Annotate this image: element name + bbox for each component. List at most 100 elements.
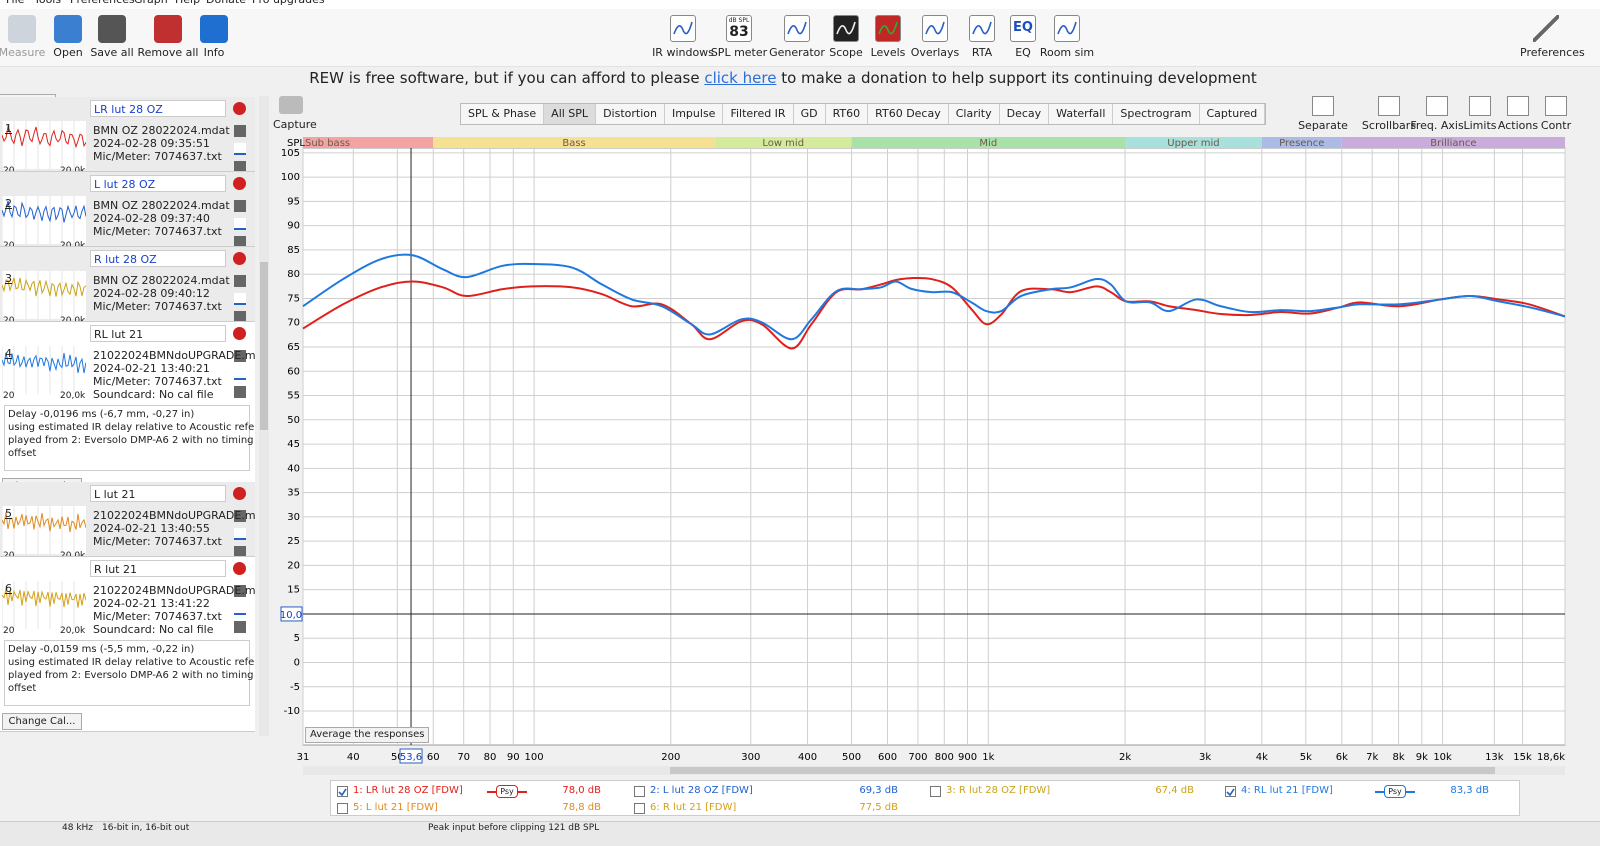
tool-icon[interactable] [922,15,948,42]
menu-item[interactable]: Help [175,0,200,6]
graph-tool-icon[interactable] [1378,96,1400,116]
tool-label[interactable]: Room sim [1039,46,1095,59]
graph-tool-icon[interactable] [1426,96,1448,116]
legend-name[interactable]: 1: LR lut 28 OZ [FDW] [353,785,463,796]
tool-label[interactable]: Generator [769,46,825,59]
tool-label[interactable]: Overlays [910,46,960,59]
tool-label[interactable]: Remove all [137,46,199,59]
thumbnail[interactable] [2,121,86,169]
measurement-name[interactable]: R lut 21 [90,560,226,577]
entry-icon[interactable] [234,528,246,540]
entry-icon[interactable] [234,350,246,362]
tool-label[interactable]: SPL meter [710,46,768,59]
tab[interactable]: GD [794,104,826,124]
tab[interactable]: Spectrogram [1113,104,1200,124]
menu-item[interactable]: Graph [134,0,168,6]
thumbnail[interactable] [2,581,86,629]
entry-icon[interactable] [234,603,246,615]
tab[interactable]: Captured [1200,104,1266,124]
entry-icon[interactable] [234,293,246,305]
tool-icon[interactable]: dB SPL 83 [726,15,752,42]
tool-icon[interactable] [98,15,126,43]
measurement-name[interactable]: LR lut 28 OZ [90,100,226,117]
tool-label[interactable]: Save all [90,46,134,59]
tool-icon[interactable] [154,15,182,43]
entry-icon[interactable] [234,621,246,633]
tool-icon[interactable] [1533,15,1559,42]
donation-link[interactable]: click here [704,69,777,87]
tab[interactable]: RT60 [826,104,869,124]
graph-tool-icon[interactable] [1469,96,1491,116]
measurement-name[interactable]: R lut 28 OZ [90,250,226,267]
remove-icon[interactable] [233,102,246,115]
remove-icon[interactable] [233,327,246,340]
legend-name[interactable]: 6: R lut 21 [FDW] [650,802,737,813]
entry-icon[interactable] [234,368,246,380]
smoothing-badge[interactable]: Psy [1384,785,1406,798]
entry-icon[interactable] [234,275,246,287]
entry-icon[interactable] [234,585,246,597]
menu-item[interactable]: Donate [206,0,246,6]
tab[interactable]: Waterfall [1049,104,1114,124]
menu-item[interactable]: Tools [34,0,61,6]
menu-item[interactable]: Preferences [70,0,135,6]
graph-tool-icon[interactable] [1545,96,1567,116]
tool-label[interactable]: Preferences [1520,46,1585,59]
graph-tool-label[interactable]: Scrollbars [1361,119,1417,132]
graph-tool-icon[interactable] [1312,96,1334,116]
smoothing-badge[interactable]: Psy [496,785,518,798]
tab[interactable]: All SPL [544,104,597,124]
measurement-name[interactable]: L lut 21 [90,485,226,502]
tool-label[interactable]: Levels [870,46,906,59]
entry-icon[interactable] [234,311,246,321]
legend-name[interactable]: 3: R lut 28 OZ [FDW] [946,785,1051,796]
remove-icon[interactable] [233,177,246,190]
graph-tool-label[interactable]: Separate [1298,119,1348,132]
graph-tool-label[interactable]: Freq. Axis [1410,119,1464,132]
menu-item[interactable]: File [6,0,24,6]
tool-label[interactable]: Info [203,46,225,59]
tab[interactable]: Filtered IR [723,104,794,124]
tool-icon[interactable]: EQ [1010,15,1036,42]
graph-tool-label[interactable]: Actions [1497,119,1539,132]
remove-icon[interactable] [233,562,246,575]
legend-checkbox[interactable] [634,803,645,814]
thumbnail[interactable] [2,506,86,554]
tool-label[interactable]: EQ [1015,46,1031,59]
legend-checkbox[interactable] [1225,786,1236,797]
tool-icon[interactable] [670,15,696,42]
tab[interactable]: SPL & Phase [461,104,545,124]
entry-icon[interactable] [234,143,246,155]
legend-name[interactable]: 5: L lut 21 [FDW] [353,802,438,813]
graph-scroll-thumb[interactable] [670,767,1495,774]
legend-checkbox[interactable] [930,786,941,797]
remove-icon[interactable] [233,487,246,500]
entry-icon[interactable] [234,510,246,522]
legend-name[interactable]: 2: L lut 28 OZ [FDW] [650,785,753,796]
tab[interactable]: Clarity [949,104,1000,124]
legend-checkbox[interactable] [634,786,645,797]
tool-icon[interactable] [54,15,82,43]
menu-item[interactable]: Pro upgrades [252,0,325,6]
entry-icon[interactable] [234,386,246,398]
tool-icon[interactable] [875,15,901,42]
tool-label[interactable]: Scope [829,46,863,59]
tool-icon[interactable] [8,15,36,43]
capture-icon[interactable] [279,96,303,114]
graph-tool-label[interactable]: Contr [1540,119,1572,132]
graph-tool-label[interactable]: Limits [1463,119,1497,132]
legend-name[interactable]: 4: RL lut 21 [FDW] [1241,785,1333,796]
remove-icon[interactable] [233,252,246,265]
tab[interactable]: Impulse [665,104,724,124]
tool-icon[interactable] [833,15,859,42]
change-cal-button[interactable]: Change Cal... [2,713,82,730]
average-button[interactable]: Average the responses [305,727,430,743]
legend-checkbox[interactable] [337,803,348,814]
entry-icon[interactable] [234,161,246,171]
entry-icon[interactable] [234,125,246,137]
tab[interactable]: RT60 Decay [868,104,949,124]
thumbnail[interactable] [2,346,86,394]
legend-checkbox[interactable] [337,786,348,797]
measurement-name[interactable]: RL lut 21 [90,325,226,342]
capture-label[interactable]: Capture [273,118,317,131]
